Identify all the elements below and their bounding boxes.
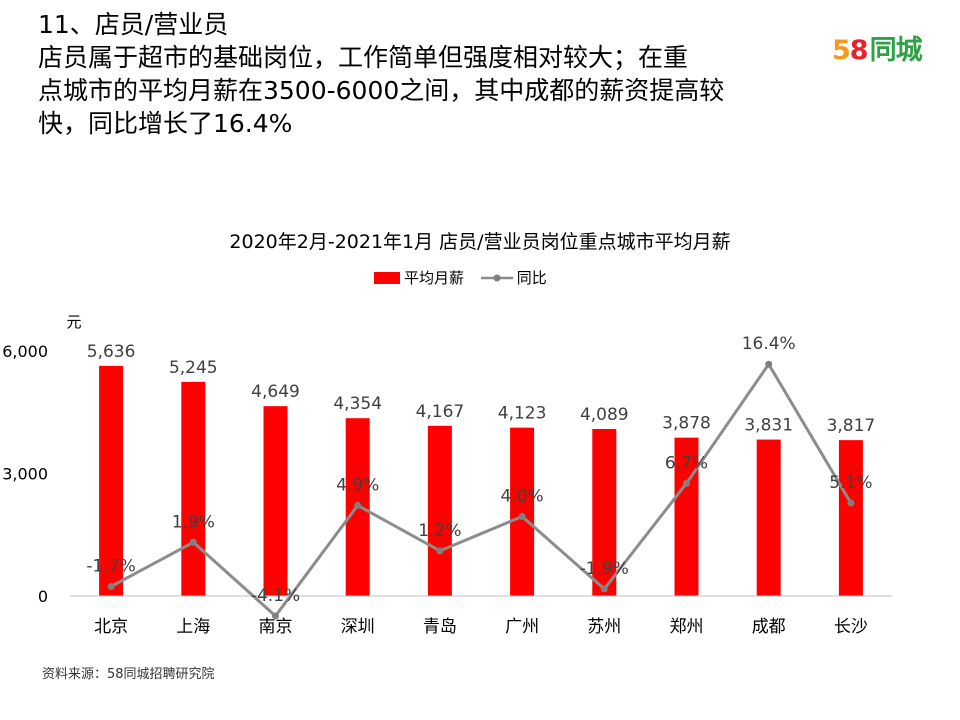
heading-line-3: 点城市的平均月薪在3500-6000之间，其中成都的薪资提高较 xyxy=(38,76,725,105)
yoy-value-label: 4.9% xyxy=(336,475,379,495)
logo-digit-8: 8 xyxy=(849,35,869,66)
yoy-line xyxy=(110,362,853,618)
yoy-point-广州 xyxy=(518,512,526,520)
bar-成都 xyxy=(756,439,781,596)
legend-label-yoy: 同比 xyxy=(516,269,547,287)
y-tick-label: 0 xyxy=(38,587,48,606)
data-source-note: 资料来源：58同城招聘研究院 xyxy=(42,667,215,682)
bar-青岛 xyxy=(427,425,452,596)
y-axis-unit: 元 xyxy=(66,313,81,331)
x-category-label: 苏州 xyxy=(587,617,621,637)
y-tick-label: 6,000 xyxy=(2,342,48,361)
x-category-label: 广州 xyxy=(505,617,539,637)
bar-value-label: 4,649 xyxy=(251,382,300,402)
bar-上海 xyxy=(181,381,206,596)
logo-digit-5: 5 xyxy=(832,35,851,66)
legend-line-swatch xyxy=(480,274,513,281)
chart-title: 2020年2月-2021年1月 店员/营业员岗位重点城市平均月薪 xyxy=(229,231,731,253)
x-category-label: 南京 xyxy=(259,617,293,637)
bar-北京 xyxy=(99,365,124,596)
yoy-point-青岛 xyxy=(436,547,444,555)
x-category-label: 郑州 xyxy=(670,617,704,637)
bar-value-label: 5,245 xyxy=(169,358,218,378)
bar-value-label: 4,123 xyxy=(498,404,547,424)
logo-text: 同城 xyxy=(869,35,923,66)
bar-value-label: 4,354 xyxy=(333,394,382,414)
bar-南京 xyxy=(263,406,288,596)
yoy-point-深圳 xyxy=(354,501,362,509)
yoy-point-上海 xyxy=(189,538,197,546)
yoy-value-label: 5.1% xyxy=(829,473,872,493)
x-category-label: 深圳 xyxy=(341,617,375,637)
yoy-point-苏州 xyxy=(600,585,608,593)
yoy-value-label: -4.1% xyxy=(251,586,300,606)
x-category-label: 长沙 xyxy=(834,617,868,637)
yoy-value-label: 1.2% xyxy=(418,521,461,541)
legend-item-salary: 平均月薪 xyxy=(374,267,464,288)
legend-bar-swatch xyxy=(374,271,400,284)
yoy-point-北京 xyxy=(107,582,115,590)
y-tick-label: 3,000 xyxy=(2,465,48,484)
bar-苏州 xyxy=(592,429,617,596)
x-category-label: 成都 xyxy=(752,617,786,637)
bar-value-label: 4,167 xyxy=(416,402,465,422)
yoy-value-label: 6.7% xyxy=(665,453,708,473)
bar-广州 xyxy=(510,427,535,596)
x-category-label: 上海 xyxy=(176,617,210,637)
bar-value-label: 3,878 xyxy=(662,414,711,434)
page-heading: 11、店员/营业员 店员属于超市的基础岗位，工作简单但强度相对较大；在重 点城市… xyxy=(38,8,838,140)
heading-line-4: 快，同比增长了16.4% xyxy=(38,109,293,138)
chart-legend: 平均月薪 同比 xyxy=(374,267,559,288)
bar-长沙 xyxy=(838,440,863,596)
yoy-value-label: -1.7% xyxy=(86,556,135,576)
legend-label-salary: 平均月薪 xyxy=(404,269,465,287)
yoy-point-长沙 xyxy=(847,499,855,507)
bar-value-label: 5,636 xyxy=(87,342,136,362)
heading-line-1: 11、店员/营业员 xyxy=(38,10,229,39)
brand-logo: 58同城 xyxy=(832,28,923,67)
heading-line-2: 店员属于超市的基础岗位，工作简单但强度相对较大；在重 xyxy=(38,43,689,72)
yoy-value-label: 1.9% xyxy=(172,512,215,532)
x-category-label: 北京 xyxy=(94,617,128,637)
yoy-value-label: -1.9% xyxy=(580,559,629,579)
x-category-label: 青岛 xyxy=(423,617,457,637)
yoy-value-label: 4.0% xyxy=(500,486,543,506)
yoy-value-label: 16.4% xyxy=(742,334,796,354)
bar-value-label: 3,817 xyxy=(827,416,876,436)
yoy-point-成都 xyxy=(765,360,773,368)
legend-item-yoy: 同比 xyxy=(480,267,547,288)
yoy-point-南京 xyxy=(272,612,279,620)
bar-郑州 xyxy=(674,437,699,596)
bar-value-label: 4,089 xyxy=(580,405,629,425)
bar-value-label: 3,831 xyxy=(744,416,793,436)
yoy-point-郑州 xyxy=(683,479,690,487)
